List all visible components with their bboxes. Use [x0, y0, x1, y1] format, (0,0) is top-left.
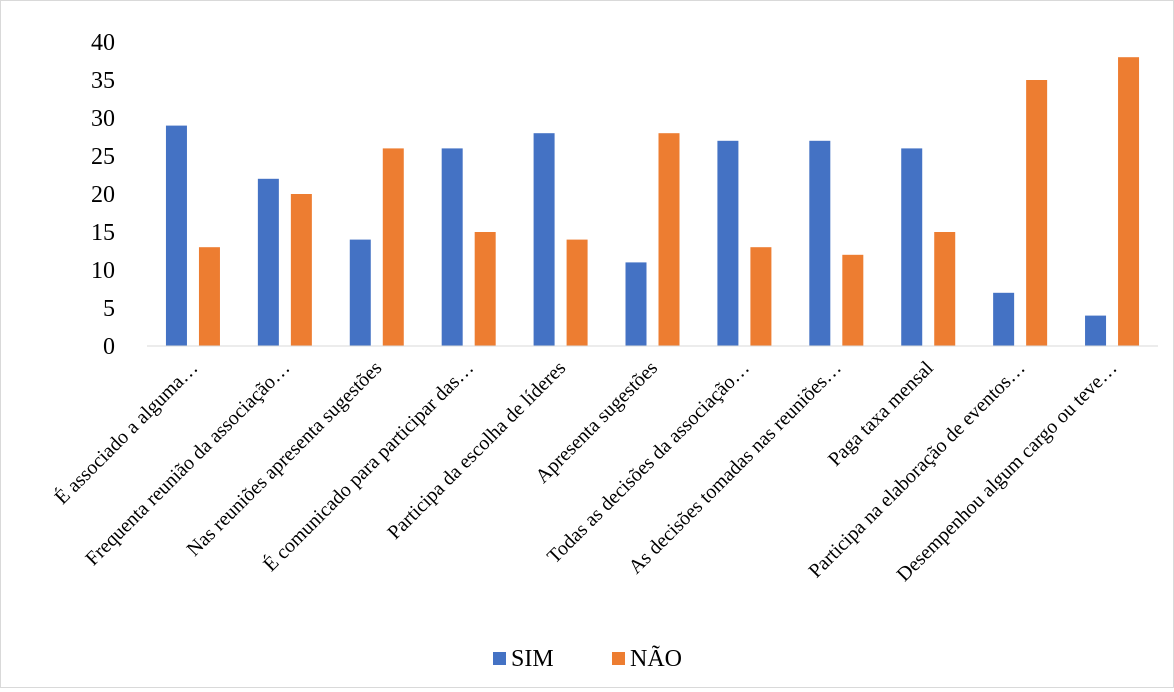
y-tick-label: 35	[91, 68, 115, 94]
legend-swatch-sim	[493, 652, 506, 665]
bar-sim	[533, 133, 555, 346]
legend-swatch-nao	[612, 652, 625, 665]
legend-label-nao: NÃO	[630, 646, 682, 672]
bar-sim	[441, 148, 463, 346]
bar-nao	[934, 232, 956, 346]
bar-sim	[1085, 315, 1107, 346]
y-tick-label: 5	[103, 296, 115, 322]
y-tick-label: 0	[103, 334, 115, 360]
y-tick-label: 40	[91, 30, 115, 56]
y-tick-label: 10	[91, 258, 115, 284]
bar-nao	[750, 247, 772, 346]
x-axis-labels: É associado a alguma…Frequenta reunião d…	[50, 356, 1122, 586]
y-tick-label: 15	[91, 220, 115, 246]
y-tick-label: 20	[91, 182, 115, 208]
x-category-label: Todas as decisões da associação…	[543, 357, 754, 568]
bars	[165, 57, 1140, 346]
legend: SIM NÃO	[493, 646, 682, 672]
bar-nao	[842, 254, 864, 346]
bar-nao	[658, 133, 680, 346]
bar-sim	[349, 239, 371, 346]
bar-sim	[717, 140, 739, 346]
x-category-label: Participa da escolha de líderes	[383, 357, 570, 544]
bar-nao	[474, 232, 496, 346]
bar-sim	[809, 140, 831, 346]
y-tick-label: 25	[91, 144, 115, 170]
y-axis: 0 5 10 15 20 25 30 35 40	[91, 30, 115, 360]
bar-sim	[165, 125, 187, 346]
y-tick-label: 30	[91, 106, 115, 132]
bar-sim	[901, 148, 923, 346]
x-category-label: Nas reuniões apresenta sugestões	[183, 357, 387, 561]
bar-nao	[290, 194, 312, 346]
bar-nao	[1026, 80, 1048, 346]
x-category-label: Frequenta reunião da associação…	[81, 357, 294, 570]
bar-sim	[993, 292, 1015, 346]
bar-nao	[1118, 57, 1140, 346]
bar-nao	[566, 239, 588, 346]
bar-nao	[198, 247, 220, 346]
bar-sim	[257, 178, 279, 346]
legend-label-sim: SIM	[511, 646, 554, 672]
bar-sim	[625, 262, 647, 346]
bar-nao	[382, 148, 404, 346]
